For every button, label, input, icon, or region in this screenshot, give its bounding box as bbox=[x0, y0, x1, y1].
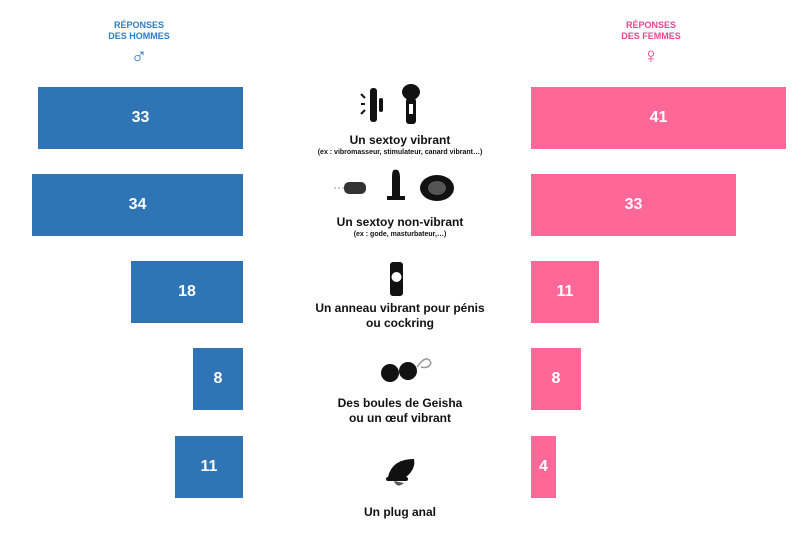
dildo-icon bbox=[334, 169, 454, 201]
men-bar: 18 bbox=[131, 261, 243, 323]
category-title-line2: ou cockring bbox=[365, 316, 434, 330]
plug-icon bbox=[386, 459, 415, 486]
men-header-line1: RÉPONSES bbox=[113, 20, 164, 30]
vibrator-icon bbox=[360, 84, 420, 124]
women-header-line1: RÉPONSES bbox=[625, 20, 676, 30]
category-title: Un sextoy non-vibrant bbox=[336, 215, 464, 229]
category-title-line2: ou un œuf vibrant bbox=[349, 411, 451, 425]
women-bar: 8 bbox=[531, 348, 581, 410]
women-bar: 41 bbox=[531, 87, 786, 149]
category-label-plug: Un plug anal bbox=[270, 505, 530, 520]
category-title: Un anneau vibrant pour pénis bbox=[315, 301, 485, 315]
category-label-cockring: Un anneau vibrant pour pénis ou cockring bbox=[270, 301, 530, 331]
women-bar: 4 bbox=[531, 436, 556, 498]
geisha-balls-icon bbox=[381, 358, 432, 382]
women-bar: 11 bbox=[531, 261, 599, 323]
men-header-line2: DES HOMMES bbox=[108, 31, 170, 41]
men-header: RÉPONSES DES HOMMES ♂ bbox=[84, 20, 194, 68]
male-symbol-icon: ♂ bbox=[130, 43, 148, 68]
category-title: Un sextoy vibrant bbox=[349, 133, 451, 147]
men-bar: 8 bbox=[193, 348, 243, 410]
category-label-non-vibrant: Un sextoy non-vibrant (ex : gode, mastur… bbox=[270, 215, 530, 239]
women-header: RÉPONSES DES FEMMES ♀ bbox=[596, 20, 706, 68]
category-label-geisha: Des boules de Geisha ou un œuf vibrant bbox=[270, 396, 530, 426]
category-title: Un plug anal bbox=[364, 505, 436, 519]
men-bar: 11 bbox=[175, 436, 243, 498]
men-bar: 33 bbox=[38, 87, 243, 149]
category-label-vibrator: Un sextoy vibrant (ex : vibromasseur, st… bbox=[270, 133, 530, 157]
category-subtitle: (ex : vibromasseur, stimulateur, canard … bbox=[317, 149, 483, 156]
female-symbol-icon: ♀ bbox=[642, 43, 660, 68]
category-subtitle: (ex : gode, masturbateur,…) bbox=[353, 231, 447, 238]
women-header-line2: DES FEMMES bbox=[621, 31, 681, 41]
cockring-icon bbox=[390, 262, 403, 296]
women-bar: 33 bbox=[531, 174, 736, 236]
men-bar: 34 bbox=[32, 174, 243, 236]
category-title: Des boules de Geisha bbox=[337, 396, 463, 410]
